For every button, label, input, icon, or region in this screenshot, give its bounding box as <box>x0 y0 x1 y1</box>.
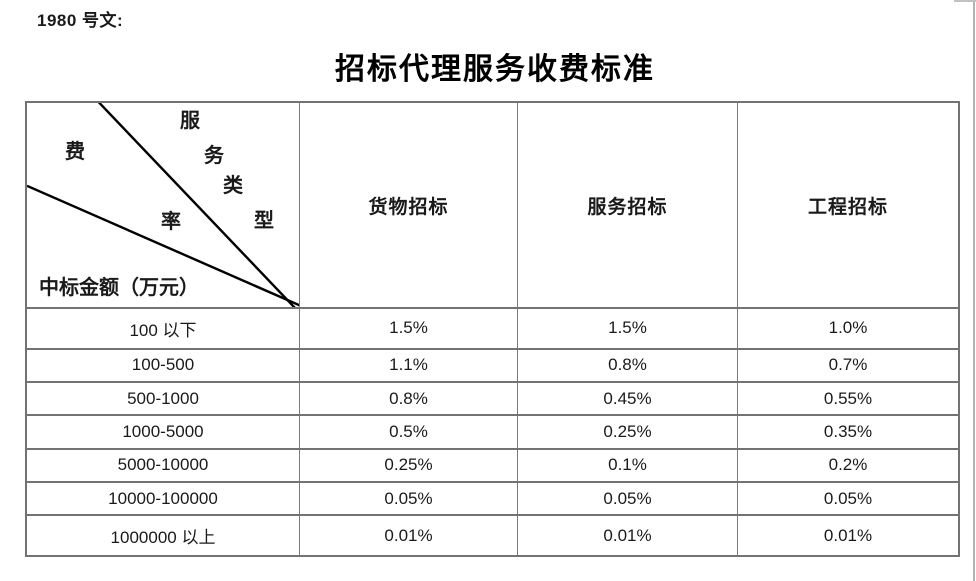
diagonal-split-lines <box>27 104 299 306</box>
table-row: 5000-10000 0.25% 0.1% 0.2% <box>25 447 960 483</box>
fee-cell-engineering: 0.7% <box>737 347 960 384</box>
fee-cell-goods: 0.5% <box>299 414 518 450</box>
corner-label-amount: 中标金额（万元） <box>39 277 199 299</box>
column-header-service: 服务招标 <box>517 101 738 309</box>
fee-cell-service: 0.25% <box>517 414 738 450</box>
fee-cell-goods: 0.05% <box>299 480 518 517</box>
document-ref-label: 1980 号文: <box>37 11 124 30</box>
fee-cell-engineering: 0.05% <box>737 480 960 517</box>
fee-cell-goods: 0.01% <box>299 514 518 557</box>
corner-label-service-type-char: 型 <box>254 210 274 232</box>
fee-cell-goods: 1.5% <box>299 307 518 350</box>
fee-cell-engineering: 0.01% <box>737 514 960 557</box>
diagonal-corner-cell: 服 务 类 型 费 率 中标金额（万元） <box>25 101 300 309</box>
page-title: 招标代理服务收费标准 <box>335 53 655 86</box>
row-range-cell: 1000-5000 <box>25 414 300 450</box>
fee-cell-service: 0.01% <box>517 514 738 557</box>
page-edge-line <box>973 0 975 581</box>
fee-cell-engineering: 1.0% <box>737 307 960 350</box>
fee-cell-service: 0.05% <box>517 480 738 517</box>
row-range-cell: 100 以下 <box>25 307 300 350</box>
corner-label-service-type-char: 务 <box>204 145 224 167</box>
row-range-cell: 1000000 以上 <box>25 514 300 557</box>
row-range-cell: 500-1000 <box>25 381 300 417</box>
page-edge-line <box>954 0 976 2</box>
table-header-row: 服 务 类 型 费 率 中标金额（万元） 货物招标 服务招标 工程招标 <box>25 101 960 309</box>
fee-cell-engineering: 0.2% <box>737 447 960 483</box>
fee-cell-service: 0.8% <box>517 347 738 384</box>
column-header-engineering: 工程招标 <box>737 101 960 309</box>
fee-cell-goods: 0.25% <box>299 447 518 483</box>
fee-table: 服 务 类 型 费 率 中标金额（万元） 货物招标 服务招标 工程招标 100 … <box>25 101 960 557</box>
fee-cell-service: 0.45% <box>517 381 738 417</box>
table-row: 10000-100000 0.05% 0.05% 0.05% <box>25 480 960 517</box>
fee-cell-goods: 1.1% <box>299 347 518 384</box>
corner-label-rate-char: 费 <box>65 141 85 163</box>
row-range-cell: 100-500 <box>25 347 300 384</box>
table-row: 500-1000 0.8% 0.45% 0.55% <box>25 381 960 417</box>
row-range-cell: 10000-100000 <box>25 480 300 517</box>
table-row: 100-500 1.1% 0.8% 0.7% <box>25 347 960 384</box>
fee-cell-engineering: 0.55% <box>737 381 960 417</box>
table-row: 1000-5000 0.5% 0.25% 0.35% <box>25 414 960 450</box>
corner-label-service-type-char: 类 <box>223 175 243 197</box>
fee-cell-goods: 0.8% <box>299 381 518 417</box>
table-row: 100 以下 1.5% 1.5% 1.0% <box>25 307 960 350</box>
fee-cell-service: 0.1% <box>517 447 738 483</box>
corner-label-service-type-char: 服 <box>180 110 200 132</box>
fee-cell-engineering: 0.35% <box>737 414 960 450</box>
column-header-goods: 货物招标 <box>299 101 518 309</box>
corner-label-rate-char: 率 <box>161 211 181 233</box>
row-range-cell: 5000-10000 <box>25 447 300 483</box>
fee-cell-service: 1.5% <box>517 307 738 350</box>
table-row: 1000000 以上 0.01% 0.01% 0.01% <box>25 514 960 557</box>
